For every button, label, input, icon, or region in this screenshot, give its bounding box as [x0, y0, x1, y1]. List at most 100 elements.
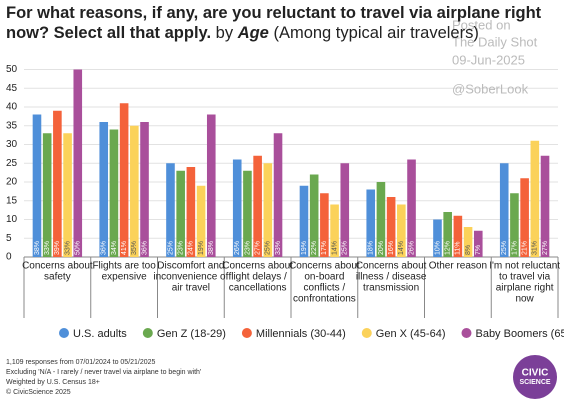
value-label: 21%	[521, 241, 528, 255]
value-label: 33%	[44, 241, 51, 255]
x-tick-label: airplane right	[496, 283, 554, 294]
x-tick-label: I'm not reluctant	[489, 261, 560, 272]
value-label: 27%	[542, 241, 549, 255]
bar	[130, 125, 139, 257]
bar	[463, 227, 473, 257]
value-label: 36%	[101, 241, 108, 255]
bar	[42, 133, 52, 257]
legend-marker	[59, 328, 69, 338]
value-label: 12%	[445, 241, 452, 255]
bar	[386, 197, 396, 257]
legend-label: Millennials (30-44)	[256, 328, 346, 340]
bar	[243, 170, 252, 257]
x-tick-label: confrontations	[293, 294, 356, 305]
bar	[253, 155, 262, 257]
bar	[340, 163, 350, 257]
bar	[397, 204, 406, 257]
legend-label: Baby Boomers (65+)	[475, 328, 564, 340]
title-age: Age	[237, 24, 269, 42]
footnote: 1,109 responses from 07/01/2024 to 05/21…	[6, 359, 156, 366]
y-tick-label: 50	[6, 64, 18, 75]
bar	[320, 193, 329, 257]
watermark: Posted on	[452, 17, 511, 32]
value-label: 41%	[121, 241, 128, 255]
bar	[99, 122, 109, 257]
value-label: 24%	[188, 241, 195, 255]
value-label: 19%	[198, 241, 205, 255]
legend-label: Gen Z (18-29)	[157, 328, 226, 340]
value-label: 19%	[301, 241, 308, 255]
x-tick-label: Concerns about	[356, 261, 427, 272]
x-tick-label: Concerns about	[222, 261, 293, 272]
value-label: 11%	[455, 242, 462, 256]
value-label: 14%	[331, 241, 338, 255]
value-label: 25%	[167, 241, 174, 255]
x-tick-label: air travel	[172, 283, 210, 294]
footnote: Excluding 'N/A - I rarely / never travel…	[6, 369, 201, 376]
value-label: 14%	[398, 241, 405, 255]
bar	[510, 193, 519, 257]
value-label: 25%	[501, 241, 508, 255]
x-tick-label: to travel via	[499, 272, 551, 283]
bar	[140, 122, 149, 257]
value-label: 25%	[342, 241, 349, 255]
legend-marker	[241, 328, 252, 338]
value-label: 39%	[54, 241, 61, 255]
bar	[473, 230, 483, 257]
value-label: 35%	[131, 241, 138, 255]
bar	[520, 178, 529, 257]
legend-marker	[361, 328, 372, 338]
bar	[330, 204, 339, 257]
title-main: For what reasons, if any, are you reluct…	[6, 4, 542, 42]
x-tick-label: Flights are too	[92, 261, 156, 272]
footnote: Weighted by U.S. Census 18+	[6, 379, 100, 386]
y-tick-label: 40	[6, 102, 18, 113]
y-tick-label: 15	[6, 195, 18, 206]
x-tick-label: safety	[44, 272, 71, 283]
value-label: 22%	[311, 241, 318, 255]
value-label: 50%	[75, 241, 82, 255]
value-label: 34%	[111, 241, 118, 255]
value-label: 23%	[178, 241, 185, 255]
x-tick-label: flight delays /	[228, 272, 287, 283]
x-tick-label: conflicts /	[304, 283, 346, 294]
bar	[109, 129, 119, 257]
bar	[206, 114, 216, 257]
bar	[73, 69, 83, 257]
bar	[407, 159, 416, 257]
watermark: The Daily Shot	[452, 34, 538, 49]
bar	[540, 155, 550, 257]
chart-title: For what reasons, if any, are you reluct…	[6, 3, 562, 43]
y-tick-label: 20	[6, 177, 18, 188]
bar	[273, 133, 283, 257]
x-tick-label: Concerns about	[22, 261, 93, 272]
bar	[453, 215, 463, 257]
bar	[166, 163, 175, 257]
value-label: 20%	[378, 241, 385, 255]
x-tick-label: Concerns about	[289, 261, 360, 272]
x-tick-label: Discomfort and	[157, 261, 224, 272]
legend-marker	[461, 328, 472, 338]
logo-badge	[513, 355, 557, 399]
bar	[53, 110, 62, 257]
x-tick-label: cancellations	[229, 283, 287, 294]
value-label: 23%	[244, 241, 251, 255]
watermark: 09-Jun-2025	[452, 52, 525, 67]
legend-label: U.S. adults	[73, 328, 127, 340]
bar	[309, 174, 319, 257]
legend-label: Gen X (45-64)	[376, 328, 446, 340]
bar	[232, 159, 242, 257]
value-label: 8%	[465, 245, 472, 255]
y-tick-label: 5	[6, 233, 12, 244]
legend-marker	[142, 328, 153, 338]
value-label: 10%	[434, 241, 441, 255]
bar	[32, 114, 42, 257]
y-tick-label: 10	[6, 214, 18, 225]
x-tick-label: on-board	[304, 272, 344, 283]
logo-text: CIVIC	[522, 368, 549, 379]
bar	[176, 170, 185, 257]
value-label: 25%	[265, 241, 272, 255]
x-tick-label: inconvenience of	[153, 272, 228, 283]
